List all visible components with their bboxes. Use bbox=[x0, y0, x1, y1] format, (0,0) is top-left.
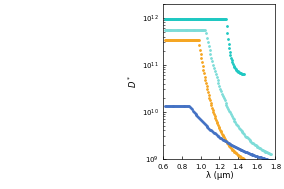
Y-axis label: $D^*$: $D^*$ bbox=[126, 75, 139, 88]
X-axis label: λ (μm): λ (μm) bbox=[206, 171, 233, 180]
